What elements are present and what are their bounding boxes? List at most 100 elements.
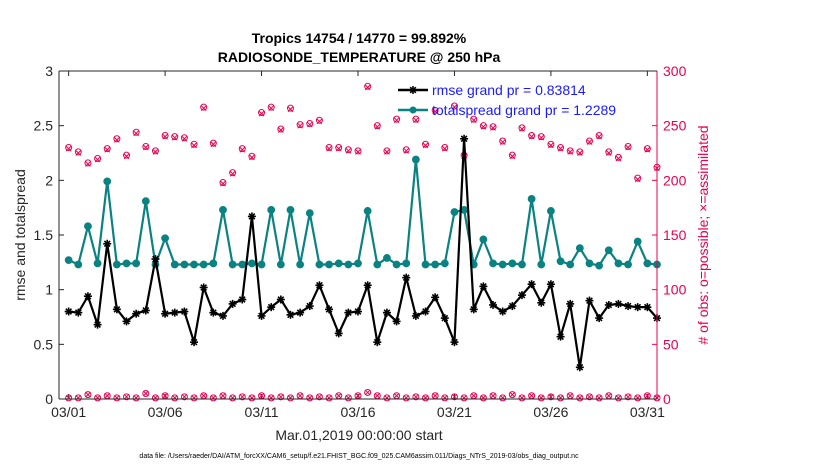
obs-bottom-marker bbox=[479, 394, 487, 402]
obs-assimilated-marker bbox=[258, 110, 265, 117]
rmse-point bbox=[479, 282, 488, 291]
totalspread-point bbox=[325, 260, 333, 269]
obs-bottom-assimilated-marker bbox=[576, 395, 583, 401]
obs-bottom-assimilated-marker bbox=[557, 395, 564, 401]
obs-assimilated-marker bbox=[162, 133, 168, 140]
obs-assimilated-marker bbox=[364, 84, 371, 91]
obs-bottom-marker bbox=[315, 393, 323, 401]
right-tick-label: 50 bbox=[663, 336, 679, 352]
totalspread-point bbox=[112, 260, 121, 269]
obs-possible-marker bbox=[161, 132, 169, 140]
obs-possible-marker bbox=[335, 144, 343, 152]
totalspread-point bbox=[209, 259, 218, 268]
obs-bottom-marker bbox=[402, 394, 410, 402]
rmse-point bbox=[566, 299, 575, 308]
obs-assimilated-marker bbox=[490, 124, 496, 131]
rmse-point bbox=[64, 307, 73, 316]
obs-assimilated-marker bbox=[567, 149, 574, 155]
obs-bottom-assimilated-marker bbox=[200, 392, 207, 399]
obs-assimilated-marker bbox=[605, 150, 612, 156]
obs-bottom-marker bbox=[450, 393, 458, 401]
rmse-point bbox=[122, 317, 131, 326]
rmse-point bbox=[151, 255, 160, 264]
obs-bottom-assimilated-marker bbox=[171, 395, 178, 401]
x-tick-label: 03/16 bbox=[340, 404, 375, 420]
obs-bottom-assimilated-marker bbox=[258, 392, 265, 399]
rmse-point bbox=[132, 309, 141, 318]
rmse-point bbox=[392, 317, 401, 326]
obs-bottom-marker bbox=[383, 394, 391, 402]
rmse-point bbox=[180, 307, 189, 316]
obs-assimilated-marker bbox=[634, 176, 641, 183]
obs-assimilated-marker bbox=[249, 154, 255, 161]
rmse-series bbox=[64, 134, 661, 372]
obs-bottom-marker bbox=[248, 394, 256, 402]
rmse-point bbox=[276, 295, 285, 304]
obs-possible-marker bbox=[624, 142, 632, 150]
obs-bottom-marker bbox=[508, 391, 516, 399]
legend-rmse-label: rmse grand pr = 0.83814 bbox=[432, 82, 586, 98]
obs-bottom-assimilated-marker bbox=[461, 395, 467, 401]
rmse-point bbox=[363, 281, 372, 290]
totalspread-point bbox=[508, 259, 517, 268]
totalspread-point bbox=[103, 177, 112, 186]
obs-possible-marker bbox=[151, 147, 159, 155]
obs-assimilated-marker bbox=[220, 180, 226, 187]
rmse-point bbox=[209, 308, 218, 317]
totalspread-point bbox=[392, 260, 401, 269]
obs-possible-marker bbox=[84, 159, 92, 167]
totalspread-point bbox=[286, 205, 295, 214]
obs-assimilated-marker bbox=[576, 150, 583, 156]
rmse-point bbox=[190, 338, 199, 347]
obs-assimilated-marker bbox=[586, 139, 593, 145]
obs-assimilated-marker bbox=[171, 134, 178, 141]
totalspread-point bbox=[334, 259, 343, 268]
totalspread-point bbox=[257, 260, 266, 269]
obs-bottom-assimilated-marker bbox=[75, 395, 82, 401]
obs-bottom-marker bbox=[499, 394, 507, 402]
legend-rmse-marker bbox=[409, 86, 417, 94]
y-axis-right-label: # of obs: o=possible; ×=assimilated bbox=[695, 125, 711, 344]
obs-possible-marker bbox=[537, 133, 545, 141]
obs-assimilated-marker bbox=[384, 149, 390, 155]
totalspread-point bbox=[585, 259, 594, 268]
left-tick-label: 3 bbox=[45, 63, 53, 79]
obs-bottom-marker bbox=[277, 393, 285, 401]
totalspread-point bbox=[354, 259, 362, 268]
obs-possible-marker bbox=[238, 145, 246, 153]
rmse-point bbox=[469, 305, 478, 314]
obs-assimilated-marker bbox=[413, 117, 419, 124]
rmse-point bbox=[633, 303, 642, 312]
obs-bottom-assimilated-marker bbox=[499, 395, 506, 401]
obs-assimilated-marker bbox=[625, 144, 631, 151]
rmse-point bbox=[402, 273, 411, 282]
obs-possible-marker bbox=[142, 142, 150, 150]
obs-bottom-marker bbox=[460, 394, 468, 402]
obs-assimilated-marker bbox=[191, 142, 197, 149]
obs-possible-marker bbox=[643, 145, 651, 153]
totalspread-point bbox=[93, 259, 102, 268]
right-tick-label: 0 bbox=[663, 391, 671, 407]
obs-bottom-marker bbox=[286, 394, 294, 402]
obs-bottom-assimilated-marker bbox=[210, 395, 217, 401]
obs-possible-marker bbox=[267, 103, 275, 111]
totalspread-point bbox=[527, 195, 536, 203]
data-file-footnote: data file: /Users/raeder/DAI/ATM_forcXX/… bbox=[139, 453, 579, 460]
obs-bottom-marker bbox=[344, 394, 352, 402]
x-axis-label: Mar.01,2019 00:00:00 start bbox=[275, 427, 442, 443]
obs-bottom-assimilated-marker bbox=[625, 393, 631, 400]
obs-bottom-marker bbox=[84, 391, 92, 399]
obs-assimilated-marker bbox=[422, 142, 429, 149]
totalspread-point bbox=[74, 260, 83, 269]
totalspread-point bbox=[556, 257, 565, 266]
rmse-point bbox=[614, 299, 623, 308]
obs-count-layer bbox=[65, 82, 661, 402]
obs-possible-marker bbox=[94, 154, 102, 162]
totalspread-point bbox=[267, 205, 276, 214]
totalspread-point bbox=[614, 259, 623, 268]
obs-possible-marker bbox=[364, 82, 372, 90]
obs-assimilated-marker bbox=[316, 118, 323, 125]
totalspread-point bbox=[624, 260, 632, 269]
obs-bottom-assimilated-marker bbox=[85, 391, 91, 398]
obs-bottom-assimilated-marker bbox=[586, 393, 593, 400]
